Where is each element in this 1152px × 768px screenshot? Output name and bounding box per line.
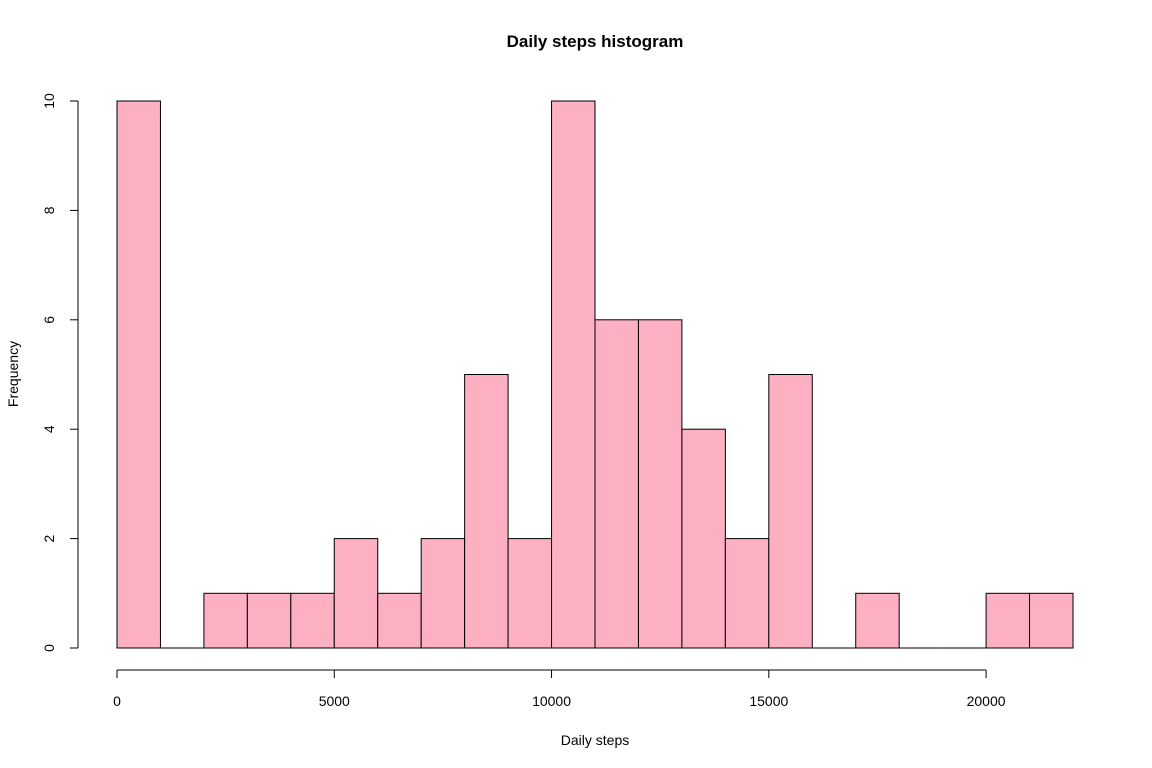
histogram-bar <box>724 538 770 649</box>
histogram-bar <box>855 592 900 649</box>
y-tick-label: 6 <box>41 316 57 324</box>
y-tick-label: 8 <box>41 206 57 214</box>
x-axis-label: Daily steps <box>561 732 629 748</box>
y-tick-label: 4 <box>41 425 57 433</box>
y-tick-label: 10 <box>41 93 57 109</box>
histogram-bar <box>985 592 1031 649</box>
histogram-bar <box>116 100 161 649</box>
histogram-bar <box>464 374 509 649</box>
x-tick-label: 5000 <box>319 693 350 709</box>
x-tick-label: 10000 <box>532 693 571 709</box>
x-tick-label: 0 <box>113 693 121 709</box>
x-axis: 0 5000 10000 15000 20000 <box>113 669 1006 709</box>
histogram-bar <box>333 538 379 649</box>
y-tick-label: 0 <box>41 644 57 652</box>
histogram-bar <box>290 592 335 649</box>
x-tick-label: 15000 <box>749 693 788 709</box>
y-axis-label: Frequency <box>5 341 21 407</box>
histogram-bar <box>507 538 553 649</box>
y-axis: 0 2 4 6 8 10 <box>41 93 79 652</box>
histogram-bar <box>420 538 466 649</box>
histogram-bar <box>681 428 726 649</box>
histogram-bar <box>246 592 292 649</box>
histogram-bar <box>1029 592 1074 649</box>
histogram-bar <box>377 592 422 649</box>
histogram-bar <box>637 319 683 649</box>
x-tick-label: 20000 <box>967 693 1006 709</box>
chart-title: Daily steps histogram <box>507 32 684 51</box>
histogram-bar <box>551 100 596 649</box>
histogram-bar <box>203 592 248 649</box>
histogram-bar <box>594 319 639 649</box>
histogram-bar <box>768 374 813 649</box>
bars-group <box>116 100 1074 649</box>
y-tick-label: 2 <box>41 534 57 542</box>
